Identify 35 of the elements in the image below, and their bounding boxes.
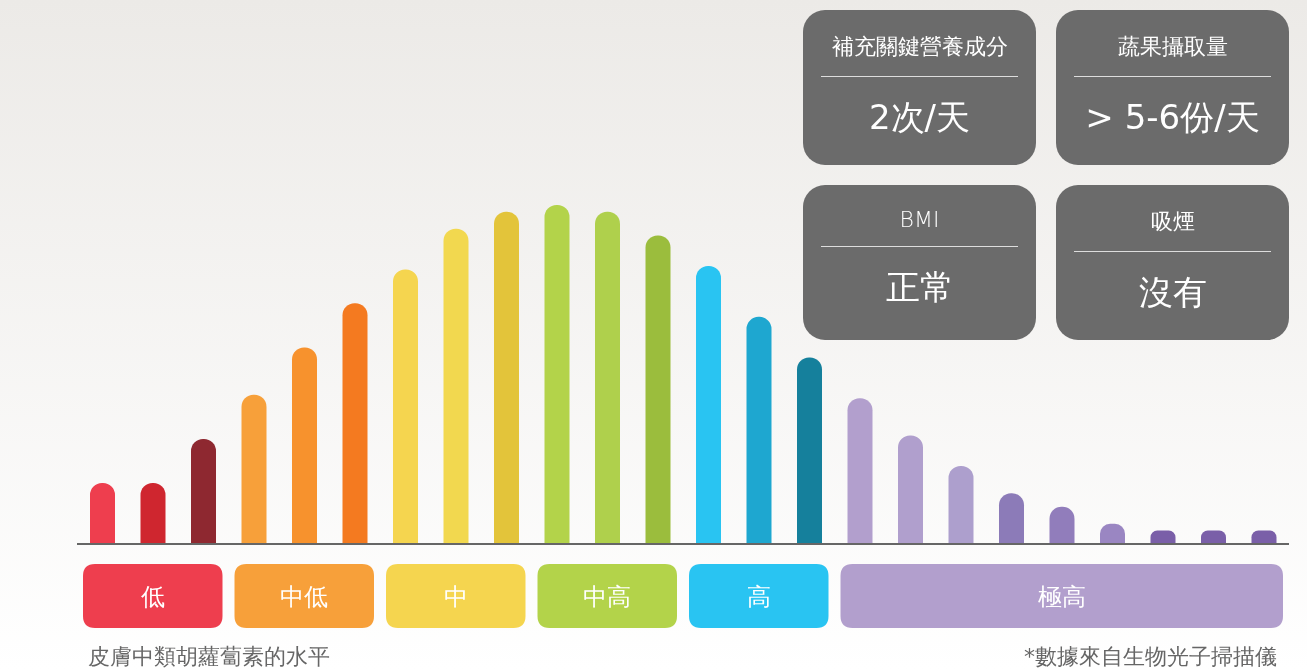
info-card: 補充關鍵營養成分 2次/天 <box>803 10 1036 165</box>
annotation: BMI <box>898 207 941 232</box>
x-tick-label: 極高 <box>1037 583 1086 611</box>
info-card: 蔬果攝取量 > 5-6份/天 <box>1056 10 1289 165</box>
x-tick-label: 中低 <box>280 583 329 611</box>
info-card: BMI 正常 <box>803 185 1036 340</box>
x-axis-title: 皮膚中類胡蘿蔔素的水平 <box>88 643 330 670</box>
bar <box>898 435 923 544</box>
annotation: 吸煙 <box>1149 208 1196 236</box>
bar <box>999 493 1024 544</box>
bar <box>140 482 166 544</box>
text: *數據來自生物光子掃描儀 <box>1024 643 1277 670</box>
bar <box>595 211 620 544</box>
info-card: 吸煙 沒有 <box>1056 185 1289 340</box>
bar <box>241 394 267 544</box>
annotation: 沒有 <box>1137 271 1208 314</box>
bar <box>342 303 368 544</box>
bar <box>292 347 317 544</box>
bar <box>797 357 822 544</box>
bar <box>544 205 570 544</box>
bar <box>847 398 873 544</box>
annotation: 正常 <box>884 266 955 309</box>
bar <box>645 235 671 544</box>
bar <box>948 466 974 544</box>
x-tick-label: 中高 <box>583 583 632 611</box>
bar <box>90 482 115 544</box>
bar <box>494 211 519 544</box>
bar <box>191 438 216 544</box>
bar <box>393 269 418 544</box>
bar <box>746 316 772 544</box>
x-tick-label: 中 <box>443 583 468 611</box>
bar <box>696 266 721 544</box>
bar <box>443 228 469 544</box>
x-tick-label: 低 <box>140 583 165 611</box>
x-tick-label: 高 <box>746 583 771 611</box>
